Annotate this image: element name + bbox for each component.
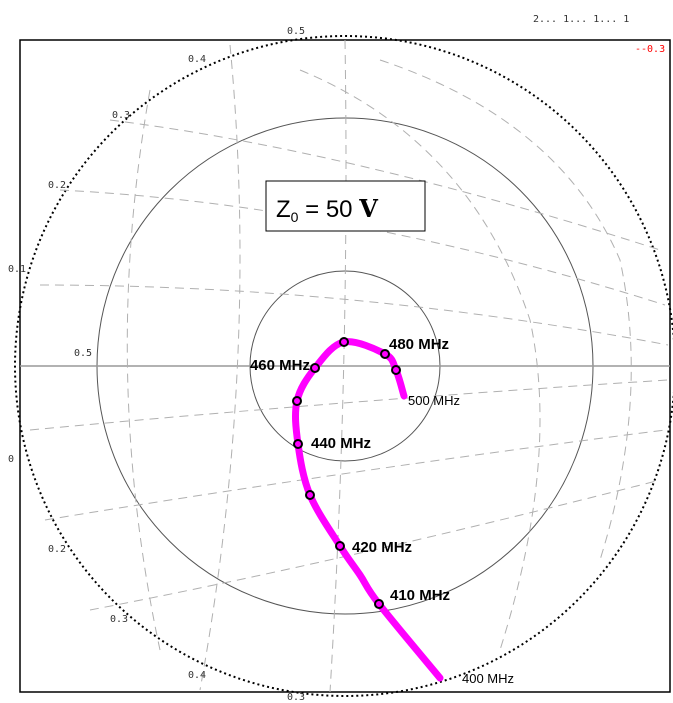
trace-marker — [380, 349, 390, 359]
trace-marker — [293, 439, 303, 449]
rim-label: 0.3 — [112, 110, 130, 121]
trace-marker — [335, 541, 345, 551]
frequency-label: 500 MHz — [408, 393, 460, 408]
grid-arc — [126, 89, 161, 651]
frequency-label: 400 MHz — [462, 671, 514, 686]
rim-label: 0.3 — [110, 614, 128, 625]
grid — [14, 35, 673, 697]
z0-symbol: V — [358, 194, 378, 223]
rim-label: 0.2 — [48, 544, 66, 555]
grid-arc — [39, 284, 669, 346]
header-text: 2... 1... 1... 1 — [533, 14, 629, 25]
z0-annotation: Z0 = 50 V — [265, 180, 426, 232]
frequency-label: 440 MHz — [311, 435, 371, 452]
frequency-label: 460 MHz — [250, 357, 310, 374]
frequency-label: 480 MHz — [389, 336, 449, 353]
grid-arc — [329, 39, 347, 693]
rim-label: 0.4 — [188, 670, 206, 681]
trace-marker — [310, 363, 320, 373]
z0-box — [265, 180, 426, 232]
trace-markers — [292, 337, 401, 609]
rim-label: 0.5 — [287, 26, 305, 37]
grid-arc — [29, 379, 669, 431]
trace-marker — [374, 599, 384, 609]
z0-prefix: Z — [276, 196, 291, 223]
rim-label: 0.4 — [188, 54, 206, 65]
trace-marker — [339, 337, 349, 347]
rim-label: 0.5 — [74, 348, 92, 359]
trace-marker — [391, 365, 401, 375]
rim-label: 0.3 — [287, 692, 305, 703]
rim-label: 0 — [8, 454, 14, 465]
trace-marker — [305, 490, 315, 500]
grid-arc — [379, 59, 632, 561]
frequency-label: 410 MHz — [390, 587, 450, 604]
grid-arc — [89, 479, 661, 611]
frequency-labels: 400 MHz 410 MHz 420 MHz 440 MHz 460 MHz 480 M… — [250, 336, 514, 686]
grid-arc — [199, 44, 241, 691]
rim-label: 0.2 — [48, 180, 66, 191]
grid-arc — [299, 69, 541, 651]
outer-boundary — [14, 35, 673, 697]
frequency-label: 420 MHz — [352, 539, 412, 556]
trace-marker — [292, 396, 302, 406]
corner-marker: --0.3 — [635, 44, 665, 55]
svg-text:Z0 = 50 V: Z0 = 50 V — [276, 194, 378, 225]
z0-suffix: = 50 — [298, 196, 359, 223]
rim-labels: 0.5 0.4 0.3 0.2 0.1 0.5 0 0.2 0.3 0.4 0.3 — [8, 26, 305, 703]
grid-arc — [59, 189, 666, 306]
rim-label: 0.1 — [8, 264, 26, 275]
z0-subscript: 0 — [291, 209, 299, 225]
grid-arc — [109, 119, 661, 251]
